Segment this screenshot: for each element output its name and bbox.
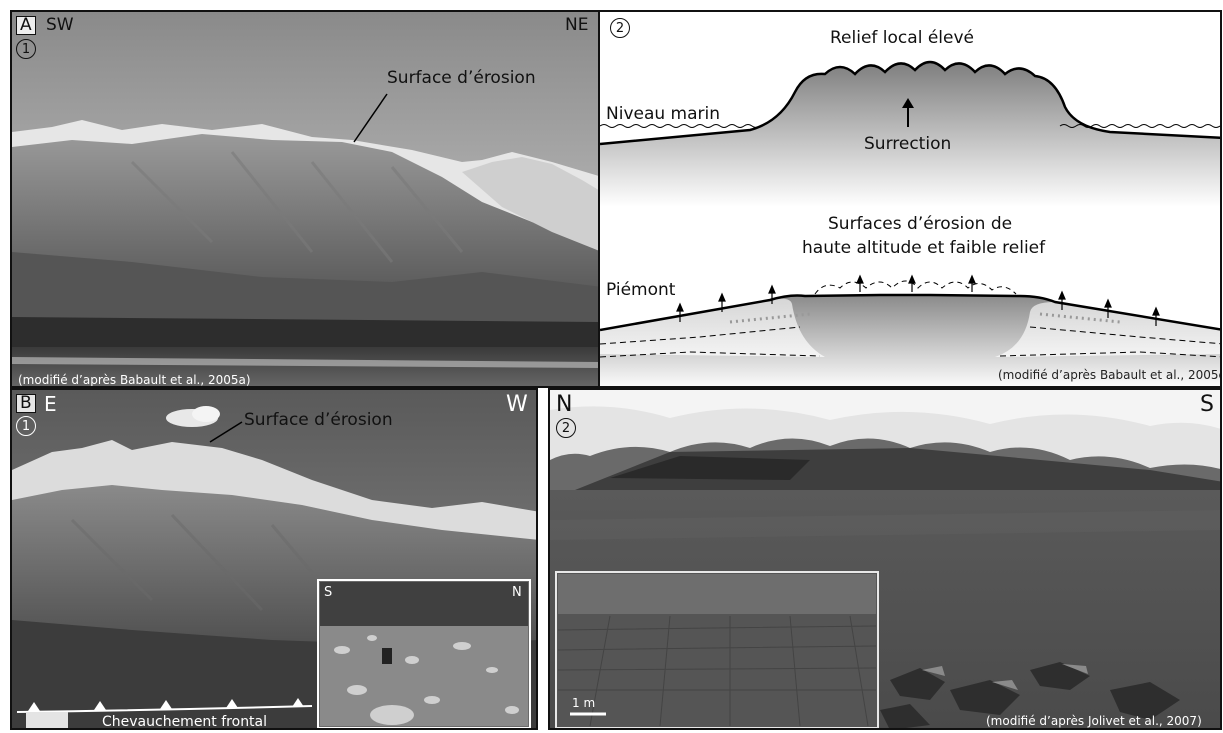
photo-b1-number: 1: [16, 416, 36, 436]
panel-a-label: A: [16, 16, 36, 35]
frontal-thrust-label: Chevauchement frontal: [102, 714, 268, 730]
photo-b2-number: 2: [556, 418, 576, 438]
photo-b1: B E W 1 Surface d’érosion Chevauchement …: [10, 388, 538, 730]
direction-e: E: [44, 392, 57, 416]
erosion-surface-label: Surface d’érosion: [387, 68, 536, 88]
erosion-surfaces-line1: Surfaces d’érosion de: [828, 214, 1013, 234]
photo-b2-scene: [550, 390, 1220, 728]
direction-w: W: [506, 392, 528, 417]
direction-s: S: [1200, 392, 1214, 417]
erosion-surfaces-line2: haute altitude et faible relief: [802, 238, 1046, 258]
direction-n: N: [556, 392, 573, 417]
high-local-relief-label: Relief local élevé: [830, 28, 974, 48]
photo-b2: N S 2 1 m (modifié d’après Jolivet et al…: [548, 388, 1222, 730]
inset-direction-n: N: [512, 585, 522, 600]
scale-bar-label: 1 m: [572, 696, 596, 710]
direction-sw: SW: [46, 15, 74, 35]
photo-a1: A SW NE 1 Surface d’érosion (modifié d’a…: [10, 10, 600, 388]
photo-b1-scene: [12, 390, 536, 728]
photo-a1-number: 1: [16, 39, 36, 59]
sea-level-label: Niveau marin: [606, 104, 721, 124]
diagram-a2-number: 2: [610, 18, 630, 38]
piedmont-label: Piémont: [606, 280, 676, 300]
credit-jolivet-2007: (modifié d’après Jolivet et al., 2007): [986, 714, 1202, 728]
photo-a1-scene: [12, 12, 598, 386]
uplift-label: Surrection: [864, 134, 952, 154]
credit-babault-2005a: (modifié d’après Babault et al., 2005a): [18, 373, 251, 387]
diagram-a2-drawing: [600, 12, 1220, 386]
erosion-surface-label-b: Surface d’érosion: [244, 410, 393, 430]
diagram-a2: 2 Relief local élevé Niveau marin Surrec…: [598, 10, 1222, 388]
inset-direction-s: S: [324, 585, 333, 600]
panel-b-label: B: [16, 394, 36, 413]
direction-ne: NE: [565, 15, 589, 35]
credit-babault-2005c: (modifié d’après Babault et al., 2005c): [998, 368, 1222, 382]
